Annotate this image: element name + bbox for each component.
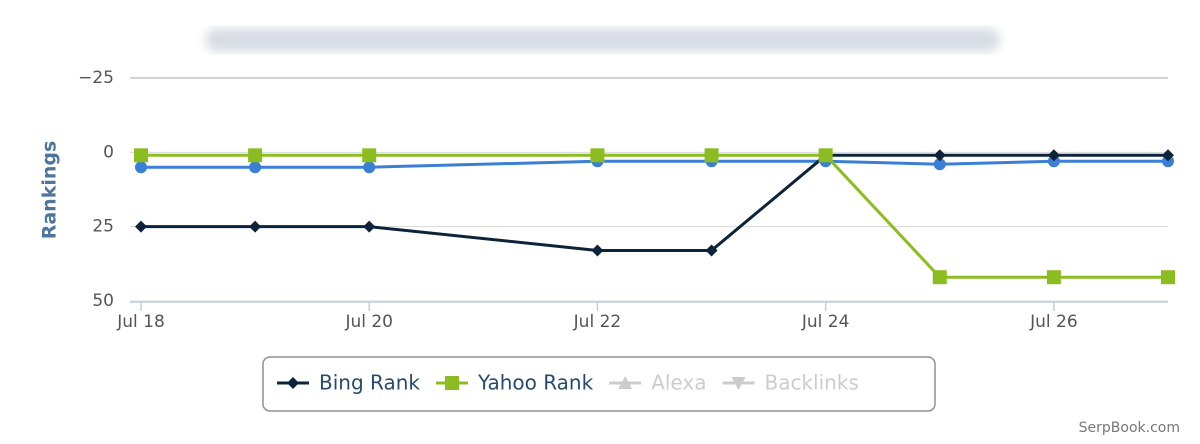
data-point — [249, 161, 262, 174]
data-point — [1047, 149, 1060, 162]
data-point — [1161, 270, 1175, 285]
data-point — [933, 158, 946, 171]
legend-box — [262, 356, 936, 412]
data-point — [249, 220, 262, 233]
y-tick-label: 0 — [103, 142, 114, 162]
data-point — [1046, 270, 1061, 285]
data-point — [135, 220, 147, 233]
data-point — [932, 270, 947, 285]
series-line — [141, 153, 1168, 279]
data-point — [362, 148, 377, 163]
data-point — [704, 148, 719, 163]
y-tick-label: 25 — [92, 217, 114, 237]
data-point — [818, 148, 833, 163]
data-point — [248, 148, 263, 163]
data-point — [591, 244, 604, 257]
x-tick-label: Jul 22 — [573, 312, 622, 332]
series-line — [141, 153, 1168, 252]
legend-item[interactable]: Yahoo Rank — [477, 371, 594, 395]
credit: SerpBook.com — [1079, 420, 1180, 436]
legend-item[interactable]: Backlinks — [764, 371, 858, 395]
legend-item[interactable]: Alexa — [651, 371, 706, 395]
x-tick-label: Jul 26 — [1029, 312, 1078, 332]
data-point — [363, 220, 376, 233]
legend-item[interactable]: Bing Rank — [319, 371, 420, 395]
legend-marker — [731, 377, 746, 390]
legend-marker — [444, 376, 459, 390]
data-point — [590, 148, 605, 163]
x-tick-label: Jul 20 — [344, 312, 393, 332]
series-line — [141, 159, 1168, 169]
x-tick-label: Jul 24 — [801, 312, 850, 332]
data-point — [1162, 149, 1174, 162]
legend-marker — [618, 376, 633, 389]
data-point — [135, 161, 147, 174]
data-point — [933, 149, 946, 162]
y-tick-label: 50 — [92, 291, 114, 311]
blurred-title — [205, 28, 1000, 52]
x-tick-label: Jul 18 — [116, 312, 165, 332]
legend-marker — [287, 377, 299, 389]
data-point — [363, 161, 376, 174]
y-axis-title: Rankings — [39, 141, 61, 240]
y-tick-label: −25 — [78, 68, 114, 88]
data-point — [134, 148, 148, 163]
data-point — [705, 244, 718, 257]
